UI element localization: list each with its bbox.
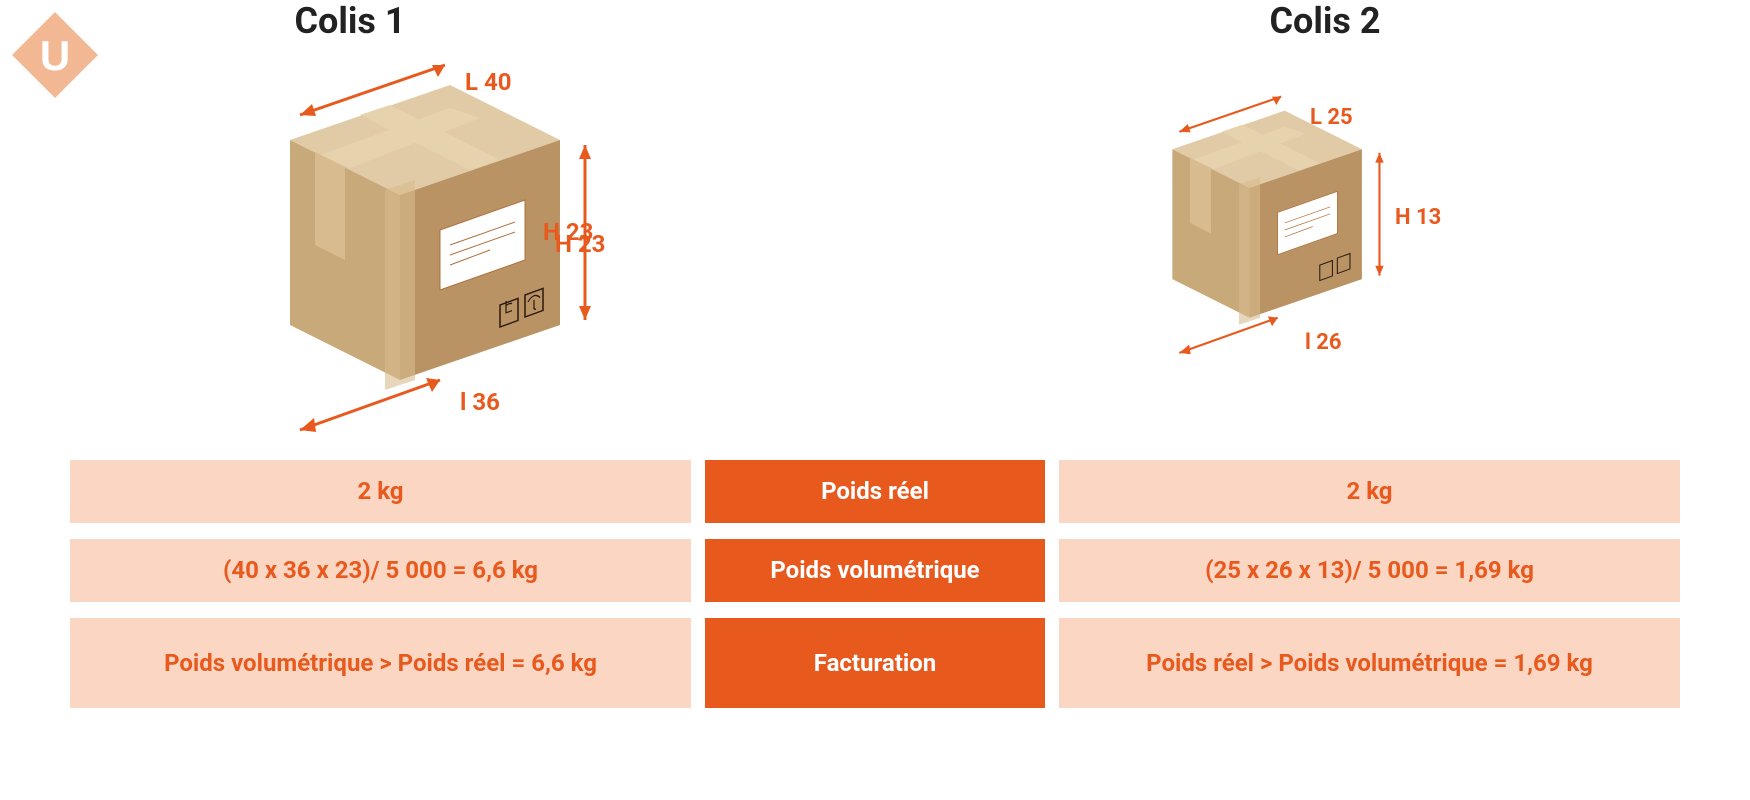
label-billing: Facturation xyxy=(705,618,1045,708)
box1-dim-H-ext: H 23 xyxy=(555,230,605,258)
label-real: Poids réel xyxy=(705,460,1045,523)
box2-dim-L: L 25 xyxy=(1310,105,1353,130)
c1-billing: Poids volumétrique > Poids réel = 6,6 kg xyxy=(70,618,691,708)
c2-billing: Poids réel > Poids volumétrique = 1,69 k… xyxy=(1059,618,1680,708)
colis1-title: Colis 1 xyxy=(0,0,700,42)
colis2-title: Colis 2 xyxy=(1050,0,1600,42)
box2-dim-l: l 26 xyxy=(1305,330,1342,355)
row-billing: Poids volumétrique > Poids réel = 6,6 kg… xyxy=(70,618,1680,708)
c2-real: 2 kg xyxy=(1059,460,1680,523)
box1-dim-l: l 36 xyxy=(460,388,500,416)
boxes-area: Colis 1 Colis 2 xyxy=(0,0,1750,450)
c2-volumetric: (25 x 26 x 13)/ 5 000 = 1,69 kg xyxy=(1059,539,1680,602)
box2-illustration xyxy=(1060,90,1390,370)
c1-real: 2 kg xyxy=(70,460,691,523)
row-real-weight: 2 kg Poids réel 2 kg xyxy=(70,460,1680,523)
box2-dim-H: H 13 xyxy=(1395,205,1441,230)
c1-volumetric: (40 x 36 x 23)/ 5 000 = 6,6 kg xyxy=(70,539,691,602)
box1-dim-L: L 40 xyxy=(465,68,512,96)
label-volumetric: Poids volumétrique xyxy=(705,539,1045,602)
box1-illustration: L 40 H 23 l 36 xyxy=(130,60,600,450)
row-volumetric-weight: (40 x 36 x 23)/ 5 000 = 6,6 kg Poids vol… xyxy=(70,539,1680,602)
